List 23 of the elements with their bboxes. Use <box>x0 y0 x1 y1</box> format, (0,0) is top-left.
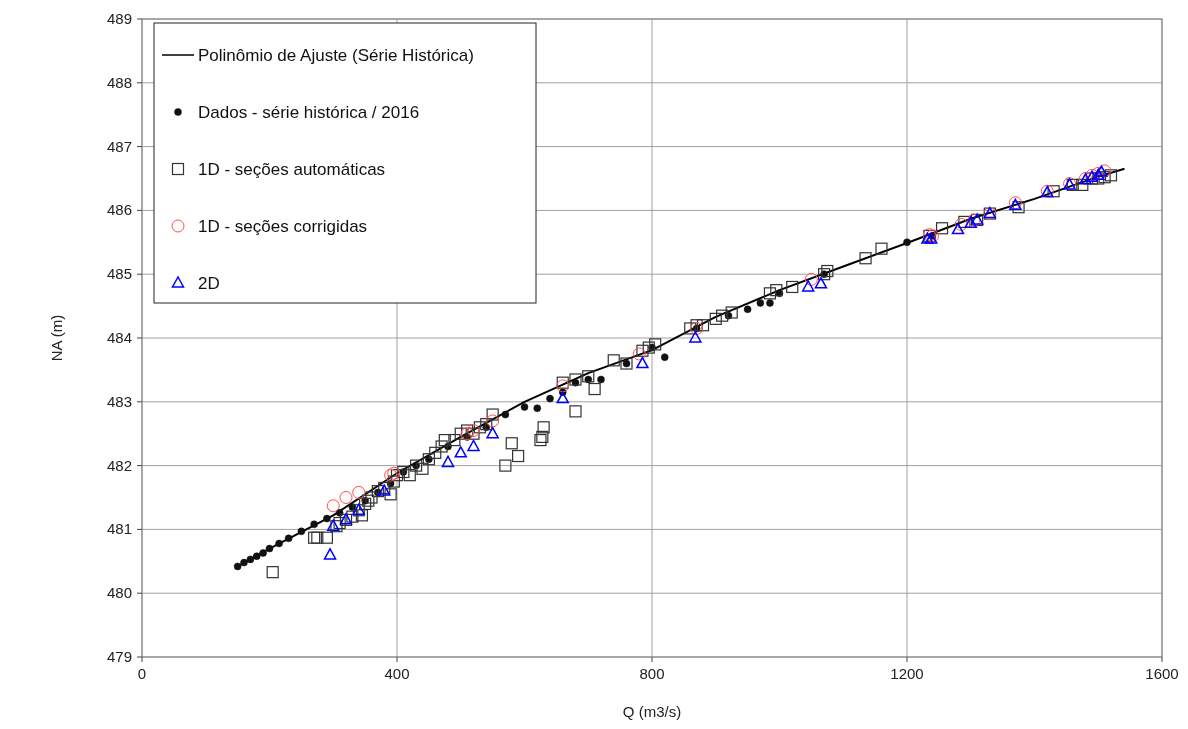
y-tick-label: 486 <box>106 201 132 219</box>
x-tick-label: 1600 <box>1145 665 1179 682</box>
legend-label: 1D - seções corrigidas <box>198 217 368 236</box>
x-tick-label: 0 <box>137 665 147 682</box>
y-tick-label: 483 <box>106 392 132 410</box>
y-tick-label: 479 <box>106 648 132 665</box>
x-axis-title: Q (m3/s) <box>622 703 682 720</box>
y-tick-label: 489 <box>106 10 132 27</box>
y-axis-title: NA (m) <box>48 314 65 362</box>
y-tick-label: 484 <box>106 329 132 346</box>
y-tick-label: 480 <box>106 584 132 602</box>
x-tick-label: 1200 <box>890 665 924 682</box>
legend-label: 1D - seções automáticas <box>198 160 386 179</box>
x-tick-label: 800 <box>639 665 665 682</box>
legend-label: Polinômio de Ajuste (Série Histórica) <box>198 46 474 65</box>
y-tick-label: 485 <box>106 265 132 283</box>
y-tick-label: 487 <box>106 137 132 155</box>
legend-label: 2D <box>198 274 220 293</box>
legend-label: Dados - série histórica / 2016 <box>198 103 420 122</box>
y-tick-label: 481 <box>106 520 132 538</box>
x-tick-label: 400 <box>384 665 410 682</box>
y-tick-label: 482 <box>106 456 132 474</box>
y-tick-label: 488 <box>106 73 132 91</box>
